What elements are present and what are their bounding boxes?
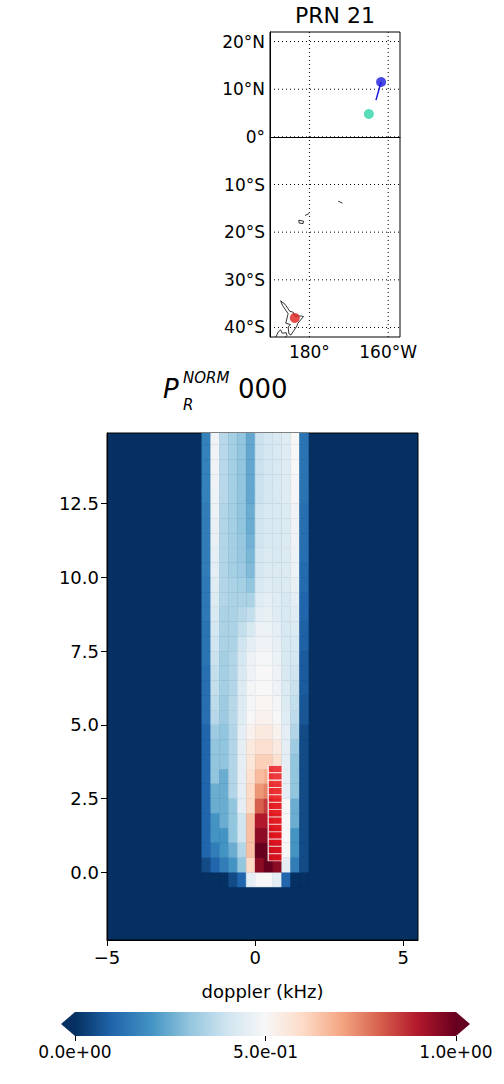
svg-text:5: 5: [397, 947, 408, 968]
svg-text:5.0e-01: 5.0e-01: [233, 1042, 298, 1062]
svg-text:5.0: 5.0: [70, 714, 99, 735]
svg-text:2.5: 2.5: [70, 788, 99, 809]
svg-text:−5: −5: [94, 947, 121, 968]
svg-text:160°W: 160°W: [359, 342, 417, 362]
svg-text:30°S: 30°S: [224, 270, 265, 290]
svg-text:1.0e+00: 1.0e+00: [419, 1042, 492, 1062]
svg-text:0.0e+00: 0.0e+00: [38, 1042, 111, 1062]
svg-text:10°S: 10°S: [224, 175, 265, 195]
svg-text:NORM: NORM: [183, 369, 229, 387]
svg-text:P: P: [163, 374, 179, 404]
svg-text:10.0: 10.0: [59, 567, 99, 588]
svg-text:12.5: 12.5: [59, 493, 99, 514]
svg-text:0°: 0°: [246, 127, 265, 147]
svg-text:R: R: [183, 396, 193, 414]
svg-text:7.5: 7.5: [70, 641, 99, 662]
svg-text:PRN 21: PRN 21: [295, 3, 375, 28]
svg-text:10°N: 10°N: [222, 79, 265, 99]
svg-text:0.0: 0.0: [70, 862, 99, 883]
svg-text:doppler (kHz): doppler (kHz): [202, 981, 324, 1002]
svg-text:20°N: 20°N: [222, 32, 265, 52]
svg-text:20°S: 20°S: [224, 222, 265, 242]
svg-text:000: 000: [238, 374, 288, 404]
svg-text:0: 0: [249, 947, 260, 968]
svg-text:180°: 180°: [289, 342, 330, 362]
svg-text:40°S: 40°S: [224, 317, 265, 337]
